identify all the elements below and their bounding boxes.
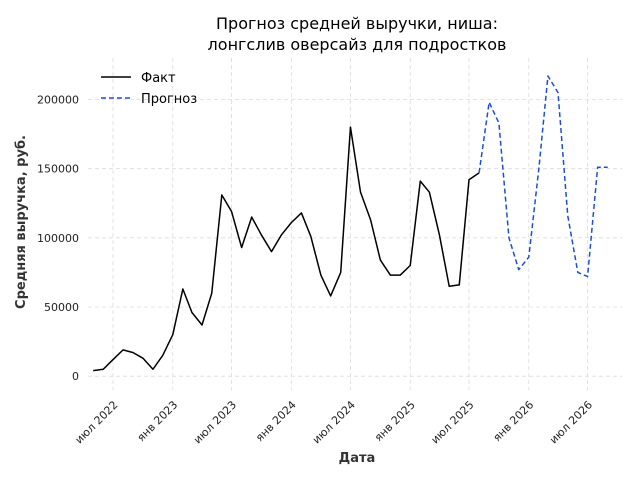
x-axis-ticks: июл 2022 янв 2023 июл 2023 янв 2024 июл 2024… (73, 398, 596, 446)
x-tick-label: янв 2025 (372, 398, 418, 444)
y-axis-ticks: 0 50000 100000 150000 200000 (37, 94, 79, 384)
legend: Факт Прогноз (101, 71, 197, 107)
legend-label-forecast: Прогноз (141, 92, 197, 107)
x-tick-label: янв 2023 (135, 398, 181, 444)
y-tick-label: 200000 (37, 94, 79, 107)
x-tick-label: июл 2023 (191, 398, 239, 446)
x-tick-label: июл 2024 (310, 398, 358, 446)
chart-title-line-1: Прогноз средней выручки, ниша: (216, 14, 498, 33)
x-tick-label: июл 2022 (73, 398, 121, 446)
x-tick-label: янв 2026 (491, 398, 537, 444)
x-axis-label: Дата (339, 451, 376, 466)
y-tick-label: 50000 (44, 301, 79, 314)
series-line-forecast (478, 75, 608, 278)
x-tick-label: янв 2024 (253, 398, 299, 444)
y-tick-label: 0 (72, 370, 79, 383)
x-tick-label: июл 2026 (547, 398, 595, 446)
legend-label-fact: Факт (141, 71, 176, 86)
chart-title-line-2: лонгслив оверсайз для подростков (208, 35, 507, 54)
series-line-fact (93, 126, 480, 372)
series-layer (93, 75, 608, 372)
y-axis-label: Средняя выручка, руб. (14, 135, 29, 309)
grid-layer (88, 58, 622, 390)
y-tick-label: 150000 (37, 163, 79, 176)
x-tick-label: июл 2025 (429, 398, 477, 446)
y-tick-label: 100000 (37, 232, 79, 245)
